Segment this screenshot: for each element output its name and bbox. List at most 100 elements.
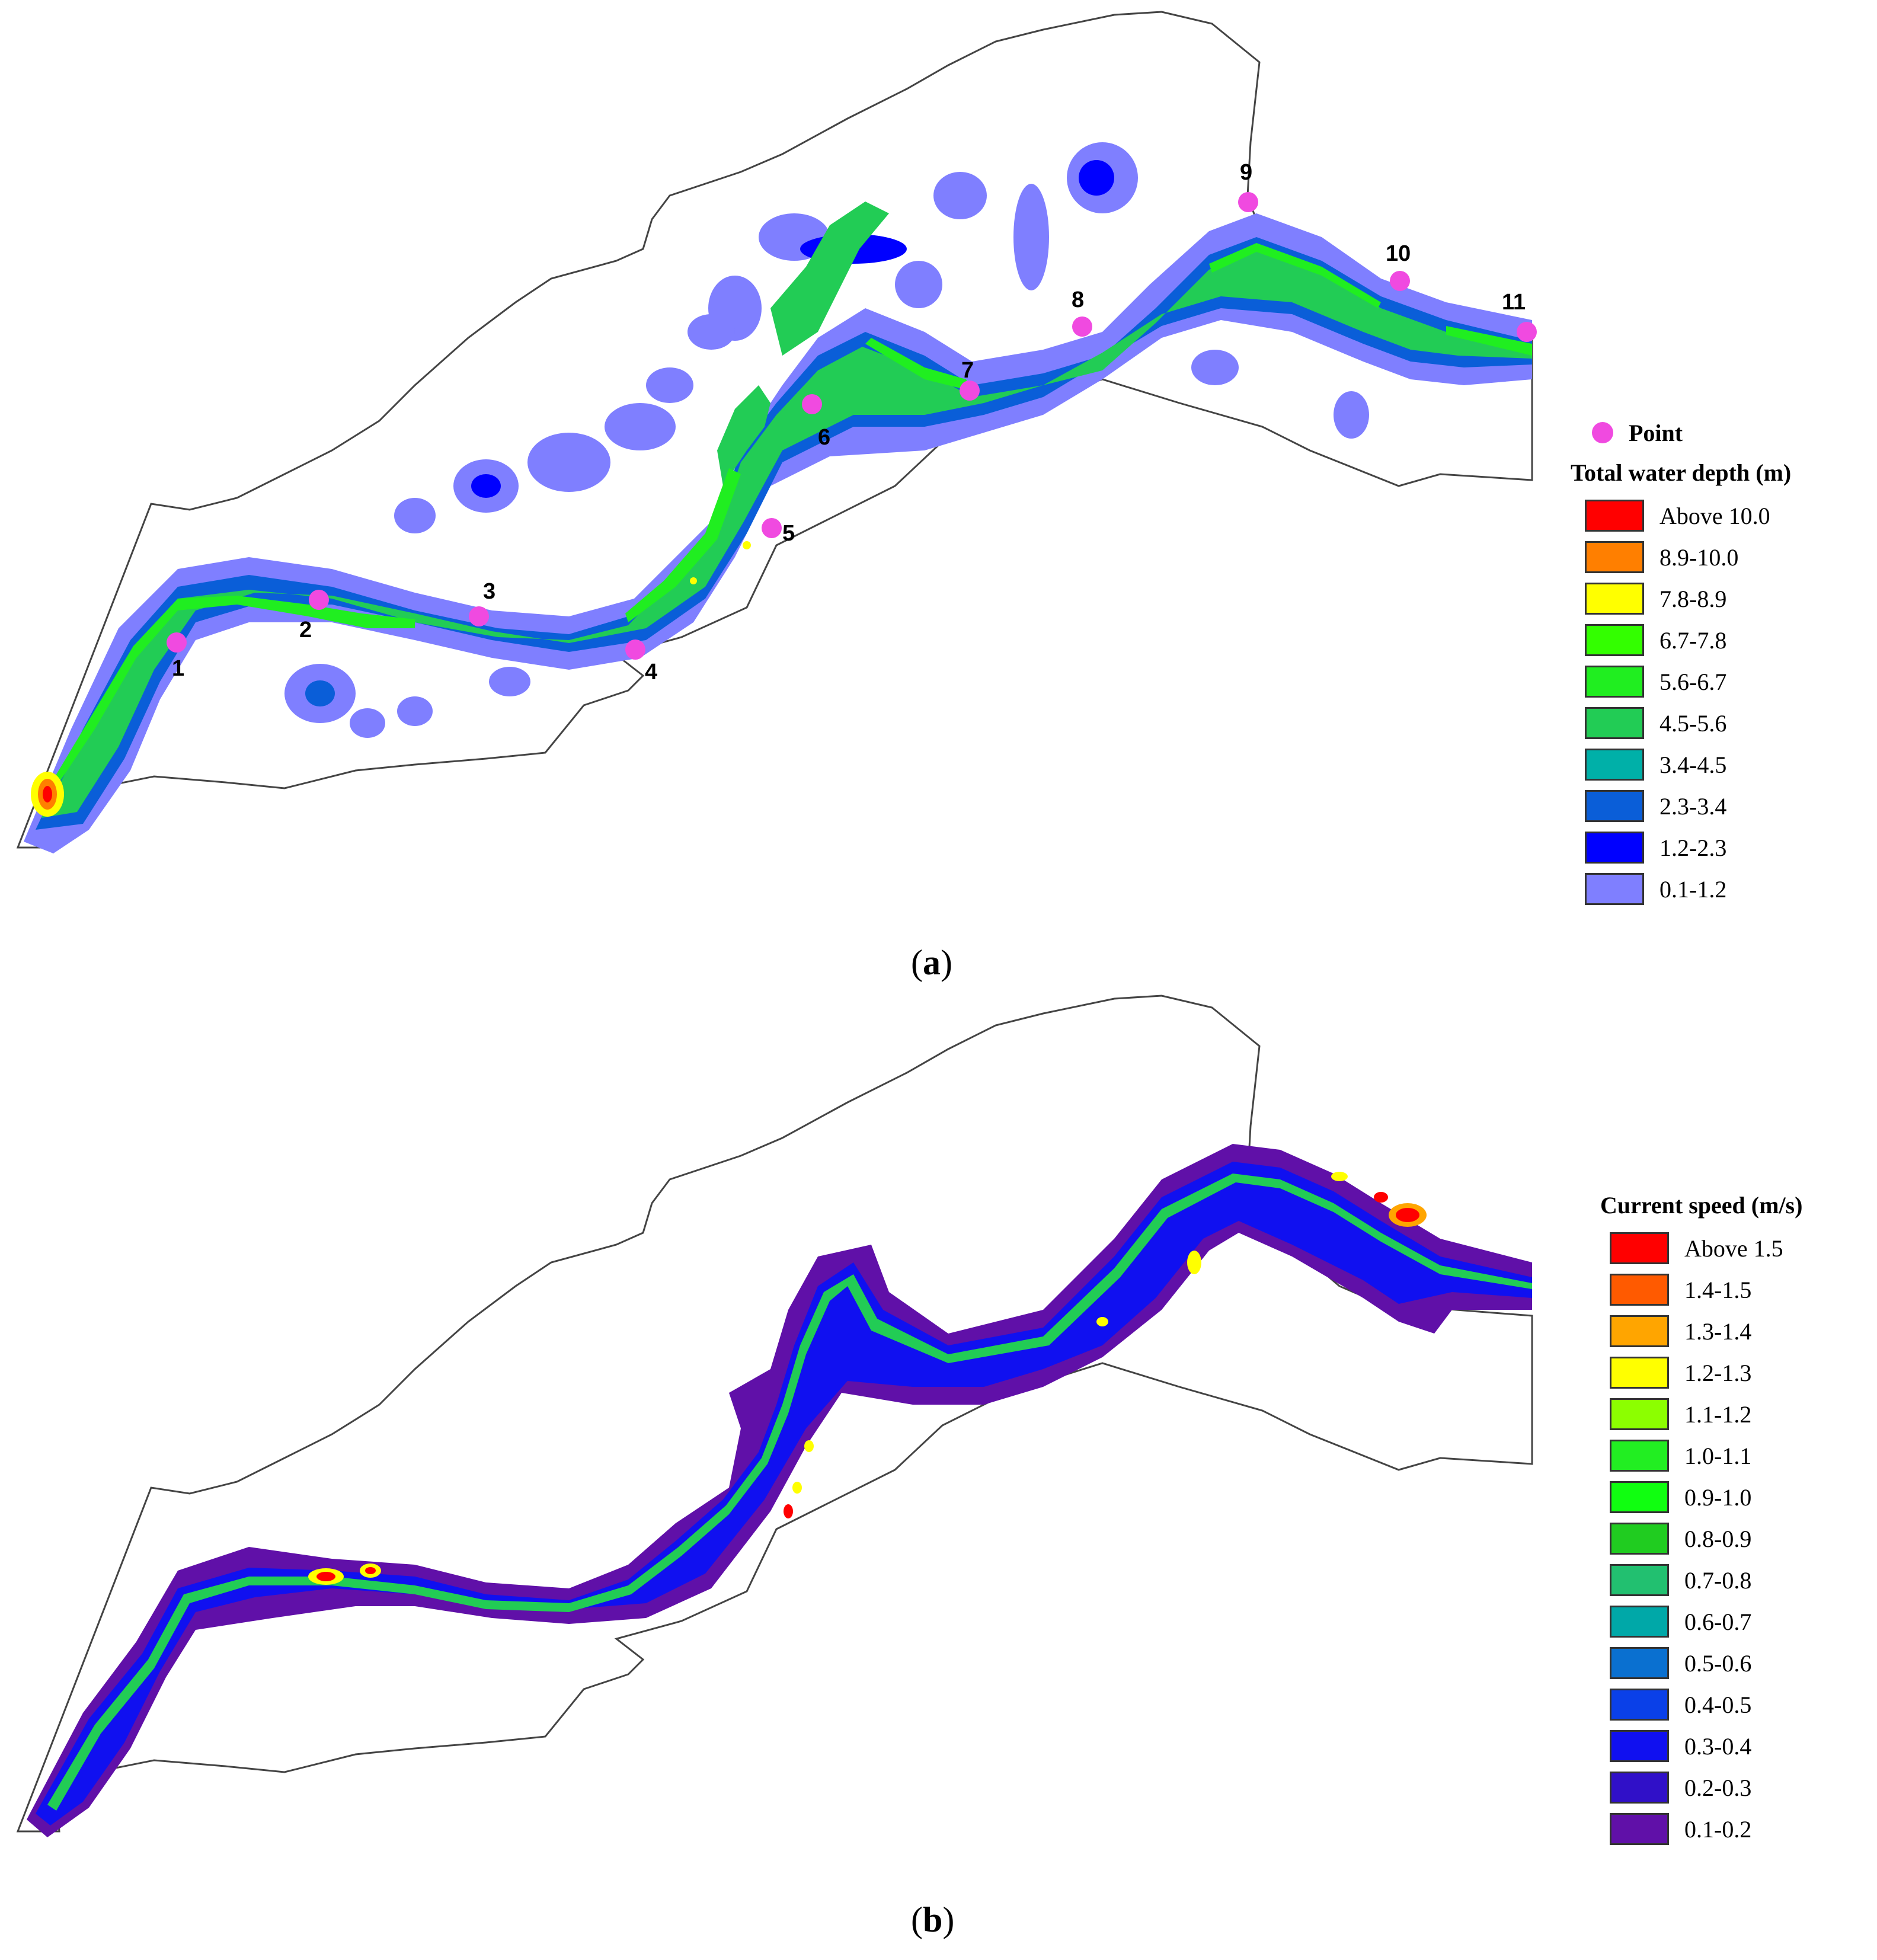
point-marker[interactable] (1072, 316, 1092, 337)
point-marker[interactable] (762, 518, 782, 538)
point-labels: 1 2 3 4 5 6 7 8 9 10 11 (172, 160, 1526, 685)
legend-swatch (1610, 1232, 1669, 1264)
point-marker[interactable] (1390, 271, 1410, 291)
point-marker[interactable] (167, 632, 187, 653)
legend-swatch (1585, 666, 1644, 698)
legend-label: 1.2-1.3 (1684, 1359, 1752, 1386)
legend-row: 0.4-0.5 (1610, 1684, 1802, 1725)
legend-label: 1.4-1.5 (1684, 1276, 1752, 1303)
legend-swatch (1610, 1772, 1669, 1804)
legend-label: 3.4-4.5 (1659, 751, 1727, 778)
legend-row: 3.4-4.5 (1585, 744, 1791, 785)
legend-row: 0.3-0.4 (1610, 1725, 1802, 1767)
core-channel-zone (44, 243, 1532, 800)
legend-row: 7.8-8.9 (1585, 578, 1791, 619)
legend-row: 1.3-1.4 (1610, 1310, 1802, 1352)
legend-swatch (1610, 1813, 1669, 1845)
point-label: 1 (172, 656, 184, 681)
deep-hotspot (31, 772, 64, 817)
point-label: 4 (645, 660, 657, 685)
legend-swatch (1610, 1274, 1669, 1306)
legend-row: 1.4-1.5 (1610, 1269, 1802, 1310)
legend-swatch (1610, 1440, 1669, 1472)
faster-current-zone (47, 1174, 1532, 1811)
water-depth-legend: Point Total water depth (m) Above 10.0 8.… (1571, 415, 1791, 910)
point-label: 5 (782, 521, 795, 546)
monitoring-points (167, 192, 1537, 660)
point-marker[interactable] (625, 640, 645, 660)
legend-row: 2.3-3.4 (1585, 785, 1791, 827)
legend-row: 0.8-0.9 (1610, 1518, 1802, 1559)
legend-swatch (1610, 1523, 1669, 1555)
legend-swatch (1610, 1647, 1669, 1679)
deep-channel-zone (41, 202, 1532, 818)
legend-swatch (1610, 1398, 1669, 1430)
legend-label: 1.1-1.2 (1684, 1401, 1752, 1428)
legend-label: 0.1-1.2 (1659, 875, 1727, 903)
legend-row: 0.1-1.2 (1585, 868, 1791, 910)
legend-row: Above 10.0 (1585, 495, 1791, 536)
legend-swatch (1610, 1481, 1669, 1513)
point-label: 6 (818, 425, 830, 450)
legend-row: 0.5-0.6 (1610, 1642, 1802, 1684)
panel-b-caption: (b) (911, 1900, 955, 1939)
legend-label: 1.3-1.4 (1684, 1318, 1752, 1345)
point-label: 9 (1240, 160, 1252, 185)
legend-title: Current speed (m/s) (1600, 1192, 1803, 1219)
legend-label: 0.5-0.6 (1684, 1649, 1752, 1677)
water-depth-map: 1 2 3 4 5 6 7 8 9 10 11 (16, 11, 1537, 853)
point-label: 8 (1072, 287, 1084, 312)
point-label: 7 (961, 358, 974, 383)
point-marker[interactable] (309, 590, 329, 610)
point-label: 11 (1502, 290, 1526, 315)
point-marker[interactable] (469, 606, 489, 626)
point-legend-swatch (1592, 422, 1613, 443)
legend-label: 7.8-8.9 (1659, 585, 1727, 612)
legend-row: 0.6-0.7 (1610, 1601, 1802, 1642)
point-marker[interactable] (960, 381, 980, 401)
legend-swatch (1610, 1357, 1669, 1389)
legend-label: 0.3-0.4 (1684, 1732, 1752, 1760)
slow-current-zone (27, 1144, 1532, 1837)
legend-row: 6.7-7.8 (1585, 619, 1791, 661)
legend-label: 6.7-7.8 (1659, 626, 1727, 654)
moderate-current-zone (36, 1162, 1532, 1825)
point-marker[interactable] (1517, 322, 1537, 342)
legend-swatch (1585, 541, 1644, 573)
legend-swatch (1610, 1564, 1669, 1596)
legend-row: 0.7-0.8 (1610, 1559, 1802, 1601)
legend-row: 1.2-1.3 (1610, 1352, 1802, 1393)
legend-row: 4.5-5.6 (1585, 702, 1791, 744)
point-legend: Point (1571, 415, 1791, 450)
legend-label: Above 10.0 (1659, 502, 1770, 529)
current-speed-legend: Current speed (m/s) Above 1.5 1.4-1.5 1.3-… (1600, 1191, 1802, 1850)
legend-label: 0.6-0.7 (1684, 1608, 1752, 1635)
legend-swatch (1585, 749, 1644, 781)
legend-row: 8.9-10.0 (1585, 536, 1791, 578)
legend-label: 1.0-1.1 (1684, 1442, 1752, 1469)
point-legend-label: Point (1629, 419, 1683, 446)
legend-label: 0.4-0.5 (1684, 1691, 1752, 1718)
legend-label: 0.8-0.9 (1684, 1525, 1752, 1552)
legend-row: 0.1-0.2 (1610, 1808, 1802, 1850)
point-marker[interactable] (1238, 192, 1258, 212)
legend-swatch (1610, 1606, 1669, 1638)
legend-label: 4.5-5.6 (1659, 709, 1727, 737)
fast-current-hotspots (308, 1172, 1427, 1585)
legend-label: 1.2-2.3 (1659, 834, 1727, 861)
legend-label: 0.1-0.2 (1684, 1815, 1752, 1843)
legend-swatch (1585, 790, 1644, 822)
legend-row: 5.6-6.7 (1585, 661, 1791, 702)
legend-swatch (1585, 832, 1644, 864)
legend-swatch (1585, 500, 1644, 532)
legend-row: 1.2-2.3 (1585, 827, 1791, 868)
point-label: 2 (299, 618, 312, 642)
legend-label: 2.3-3.4 (1659, 792, 1727, 820)
legend-row: Above 1.5 (1610, 1227, 1802, 1269)
legend-swatch (1610, 1315, 1669, 1347)
legend-row: 1.0-1.1 (1610, 1435, 1802, 1476)
point-label: 3 (483, 579, 495, 604)
point-marker[interactable] (802, 394, 822, 414)
legend-label: 0.9-1.0 (1684, 1483, 1752, 1511)
legend-label: 0.2-0.3 (1684, 1774, 1752, 1801)
